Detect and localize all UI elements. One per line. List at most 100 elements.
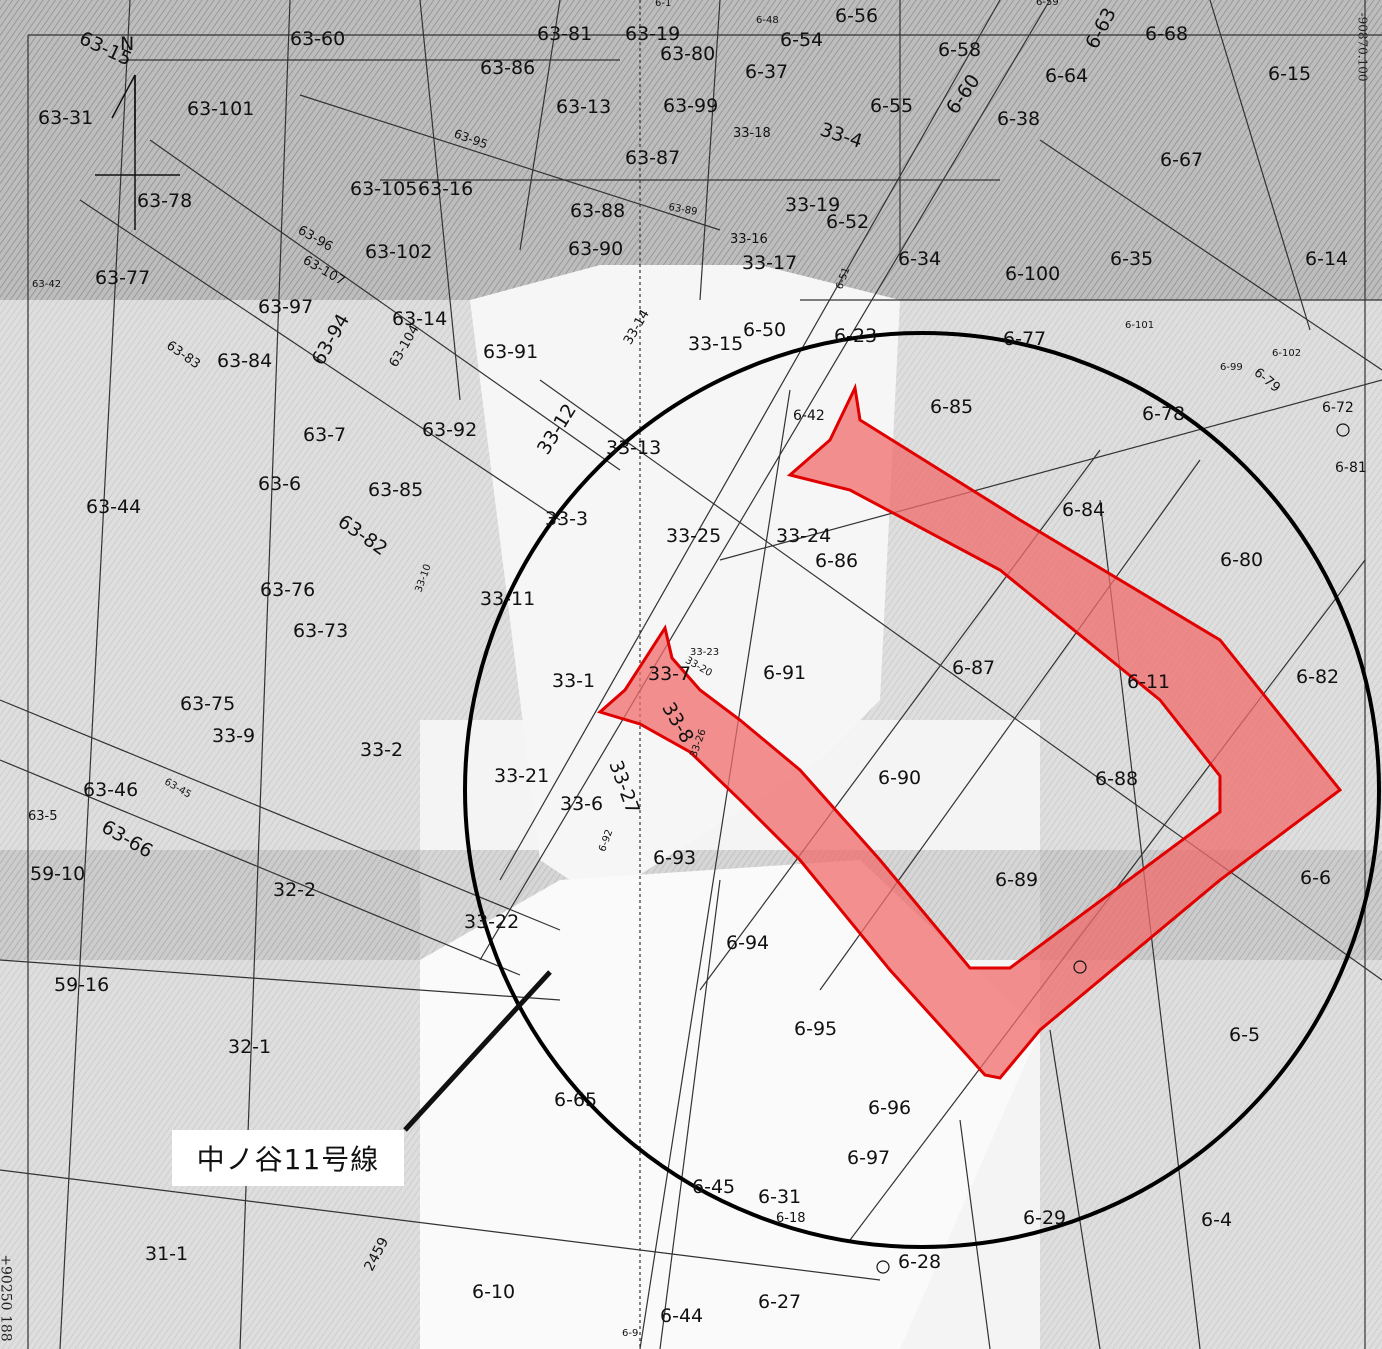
- parcel-label: 33-13: [606, 437, 661, 459]
- parcel-label: 63-42: [32, 279, 61, 290]
- parcel-label: 33-18: [733, 126, 771, 141]
- parcel-label: 63-75: [180, 693, 235, 715]
- parcel-label: 6-45: [692, 1176, 735, 1198]
- parcel-label: 63-6: [258, 473, 301, 495]
- parcel-label: 33-21: [494, 765, 549, 787]
- parcel-label: 63-46: [83, 779, 138, 801]
- parcel-label: 6-102: [1272, 348, 1301, 359]
- parcel-label: 63-76: [260, 579, 315, 601]
- parcel-label: 63-91: [483, 341, 538, 363]
- parcel-label: 6-55: [870, 95, 913, 117]
- parcel-label: 63-14: [392, 308, 447, 330]
- parcel-label: 6-50: [743, 319, 786, 341]
- parcel-label: 6-65: [554, 1089, 597, 1111]
- parcel-label: 6-1: [655, 0, 671, 9]
- parcel-label: 63-77: [95, 267, 150, 289]
- parcel-label: 63-5: [28, 809, 58, 824]
- parcel-label: 6-18: [776, 1211, 806, 1226]
- parcel-label: 6-37: [745, 61, 788, 83]
- parcel-label: 63-31: [38, 107, 93, 129]
- parcel-label: 6-64: [1045, 65, 1088, 87]
- parcel-label: 63-101: [187, 98, 254, 120]
- parcel-label: 6-80: [1220, 549, 1263, 571]
- parcel-label: 6-86: [815, 550, 858, 572]
- parcel-label: 6-29: [1023, 1207, 1066, 1229]
- parcel-label: 33-9: [212, 725, 255, 747]
- parcel-label: 6-78: [1142, 403, 1185, 425]
- parcel-label: 33-23: [690, 647, 719, 658]
- parcel-label: 59-10: [30, 863, 85, 885]
- parcel-label: 6-87: [952, 657, 995, 679]
- shaded-zone-top: [0, 0, 1382, 300]
- parcel-label: 6-52: [826, 211, 869, 233]
- parcel-label: 6-9: [622, 1328, 638, 1339]
- parcel-label: 31-1: [145, 1243, 188, 1265]
- shaded-zone-right: [1040, 700, 1382, 1349]
- parcel-label: 6-99: [1220, 362, 1243, 373]
- parcel-label: 63-80: [660, 43, 715, 65]
- parcel-label: 33-7: [648, 663, 691, 685]
- parcel-label: 6-77: [1003, 328, 1046, 350]
- parcel-label: 63-44: [86, 496, 141, 518]
- survey-point-marker: [1336, 423, 1350, 437]
- parcel-label: 6-67: [1160, 149, 1203, 171]
- parcel-label: 33-25: [666, 525, 721, 547]
- parcel-label: 59-16: [54, 974, 109, 996]
- parcel-label: 6-85: [930, 396, 973, 418]
- highlighted-road: [596, 383, 1343, 1080]
- parcel-label: 6-96: [868, 1097, 911, 1119]
- parcel-label: 6-101: [1125, 320, 1154, 331]
- parcel-label: 6-59: [1036, 0, 1059, 8]
- parcel-label: 33-3: [545, 508, 588, 530]
- parcel-label: 63-86: [480, 57, 535, 79]
- parcel-label: 6-5: [1229, 1024, 1260, 1046]
- parcel-label: 6-89: [995, 869, 1038, 891]
- parcel-label: 63-102: [365, 241, 432, 263]
- parcel-label: 33-17: [742, 252, 797, 274]
- parcel-label: 63-7: [303, 424, 346, 446]
- parcel-label: 63-99: [663, 95, 718, 117]
- parcel-label: 63-85: [368, 479, 423, 501]
- parcel-label: 33-15: [688, 333, 743, 355]
- road-wedge: [470, 265, 900, 900]
- parcel-label: 63-84: [217, 350, 272, 372]
- parcel-label: 63-88: [570, 200, 625, 222]
- open-area-south: [420, 860, 1040, 1349]
- parcel-label: 63-60: [290, 28, 345, 50]
- parcel-label: 63-90: [568, 238, 623, 260]
- focus-circle: [463, 331, 1381, 1249]
- parcel-label: 6-10: [472, 1281, 515, 1303]
- parcel-label: 6-14: [1305, 248, 1348, 270]
- survey-point-marker: [1073, 960, 1087, 974]
- parcel-label: 6-4: [1201, 1209, 1232, 1231]
- shaded-zone-left: [0, 700, 420, 1349]
- parcel-label: 6-68: [1145, 23, 1188, 45]
- parcel-label: 63-97: [258, 296, 313, 318]
- parcel-label: 6-38: [997, 108, 1040, 130]
- parcel-label: 6-58: [938, 39, 981, 61]
- parcel-label: 33-24: [776, 525, 831, 547]
- parcel-label: 6-27: [758, 1291, 801, 1313]
- parcel-label: 32-2: [273, 879, 316, 901]
- parcel-label: 63-73: [293, 620, 348, 642]
- parcel-label: 6-56: [835, 5, 878, 27]
- parcel-label: 33-22: [464, 911, 519, 933]
- parcel-label: 33-16: [730, 232, 768, 247]
- parcel-label: 6-44: [660, 1305, 703, 1327]
- parcel-label: 6-23: [834, 325, 877, 347]
- parcel-label: 6-54: [780, 29, 823, 51]
- parcel-label: 33-6: [560, 793, 603, 815]
- parcel-label: 6-93: [653, 847, 696, 869]
- parcel-label: 33-2: [360, 739, 403, 761]
- parcel-label: 6-95: [794, 1018, 837, 1040]
- parcel-label: 6-31: [758, 1186, 801, 1208]
- survey-point-marker: [876, 1260, 890, 1274]
- north-label: N: [120, 33, 134, 55]
- parcel-label: 6-94: [726, 932, 769, 954]
- parcel-label: 6-84: [1062, 499, 1105, 521]
- parcel-label: 63-13: [556, 96, 611, 118]
- parcel-label: 63-92: [422, 419, 477, 441]
- parcel-label: 63-89: [668, 202, 699, 218]
